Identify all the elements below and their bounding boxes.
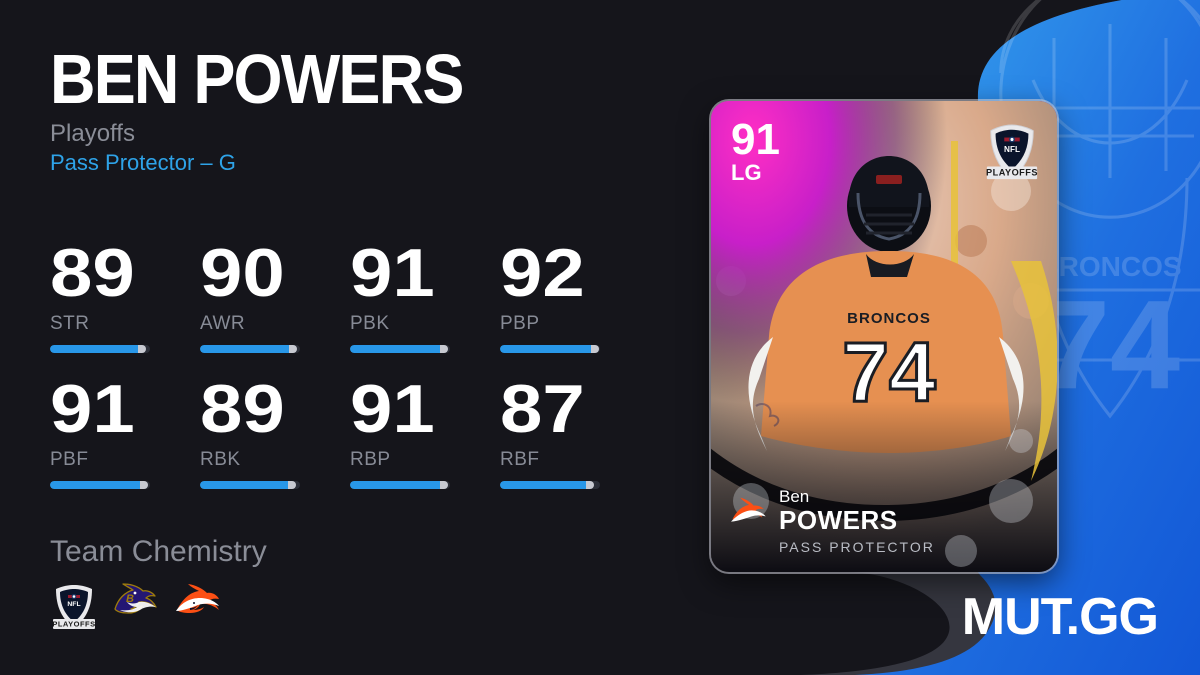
svg-text:NFL: NFL bbox=[1004, 145, 1020, 154]
svg-text:B: B bbox=[126, 593, 134, 605]
svg-text:PLAYOFFS: PLAYOFFS bbox=[986, 168, 1038, 178]
svg-text:MUT.GG: MUT.GG bbox=[962, 592, 1158, 646]
svg-text:74: 74 bbox=[1040, 274, 1180, 415]
svg-text:BRONCOS: BRONCOS bbox=[847, 310, 931, 327]
svg-text:PLAYOFFS: PLAYOFFS bbox=[52, 620, 95, 629]
svg-text:NFL: NFL bbox=[67, 601, 80, 608]
